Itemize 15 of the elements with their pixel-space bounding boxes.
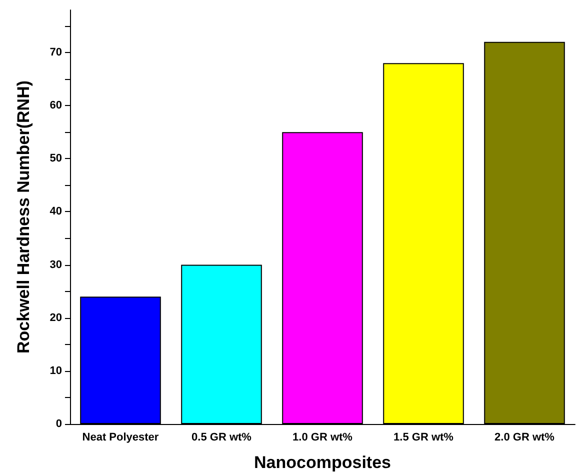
y-tick-label: 70 [50,46,62,58]
y-tick-label: 30 [50,258,62,271]
y-axis-title: Rockwell Hardness Number(RNH) [14,80,33,354]
y-tick-label: 20 [50,312,62,324]
y-tick-label: 50 [50,152,62,165]
x-tick-label: 2.0 GR wt% [494,432,555,444]
y-tick-label: 60 [50,100,62,112]
y-tick-label: 0 [56,418,62,430]
x-tick-label: Neat Polyester [82,432,160,444]
x-tick-label: 1.0 GR wt% [292,432,353,444]
x-axis-title: Nanocomposites [254,453,391,472]
x-tick-label: 0.5 GR wt% [192,432,252,444]
y-tick-label: 10 [50,364,62,377]
x-tick-label: 1.5 GR wt% [394,432,454,444]
y-tick-label: 40 [50,206,62,218]
